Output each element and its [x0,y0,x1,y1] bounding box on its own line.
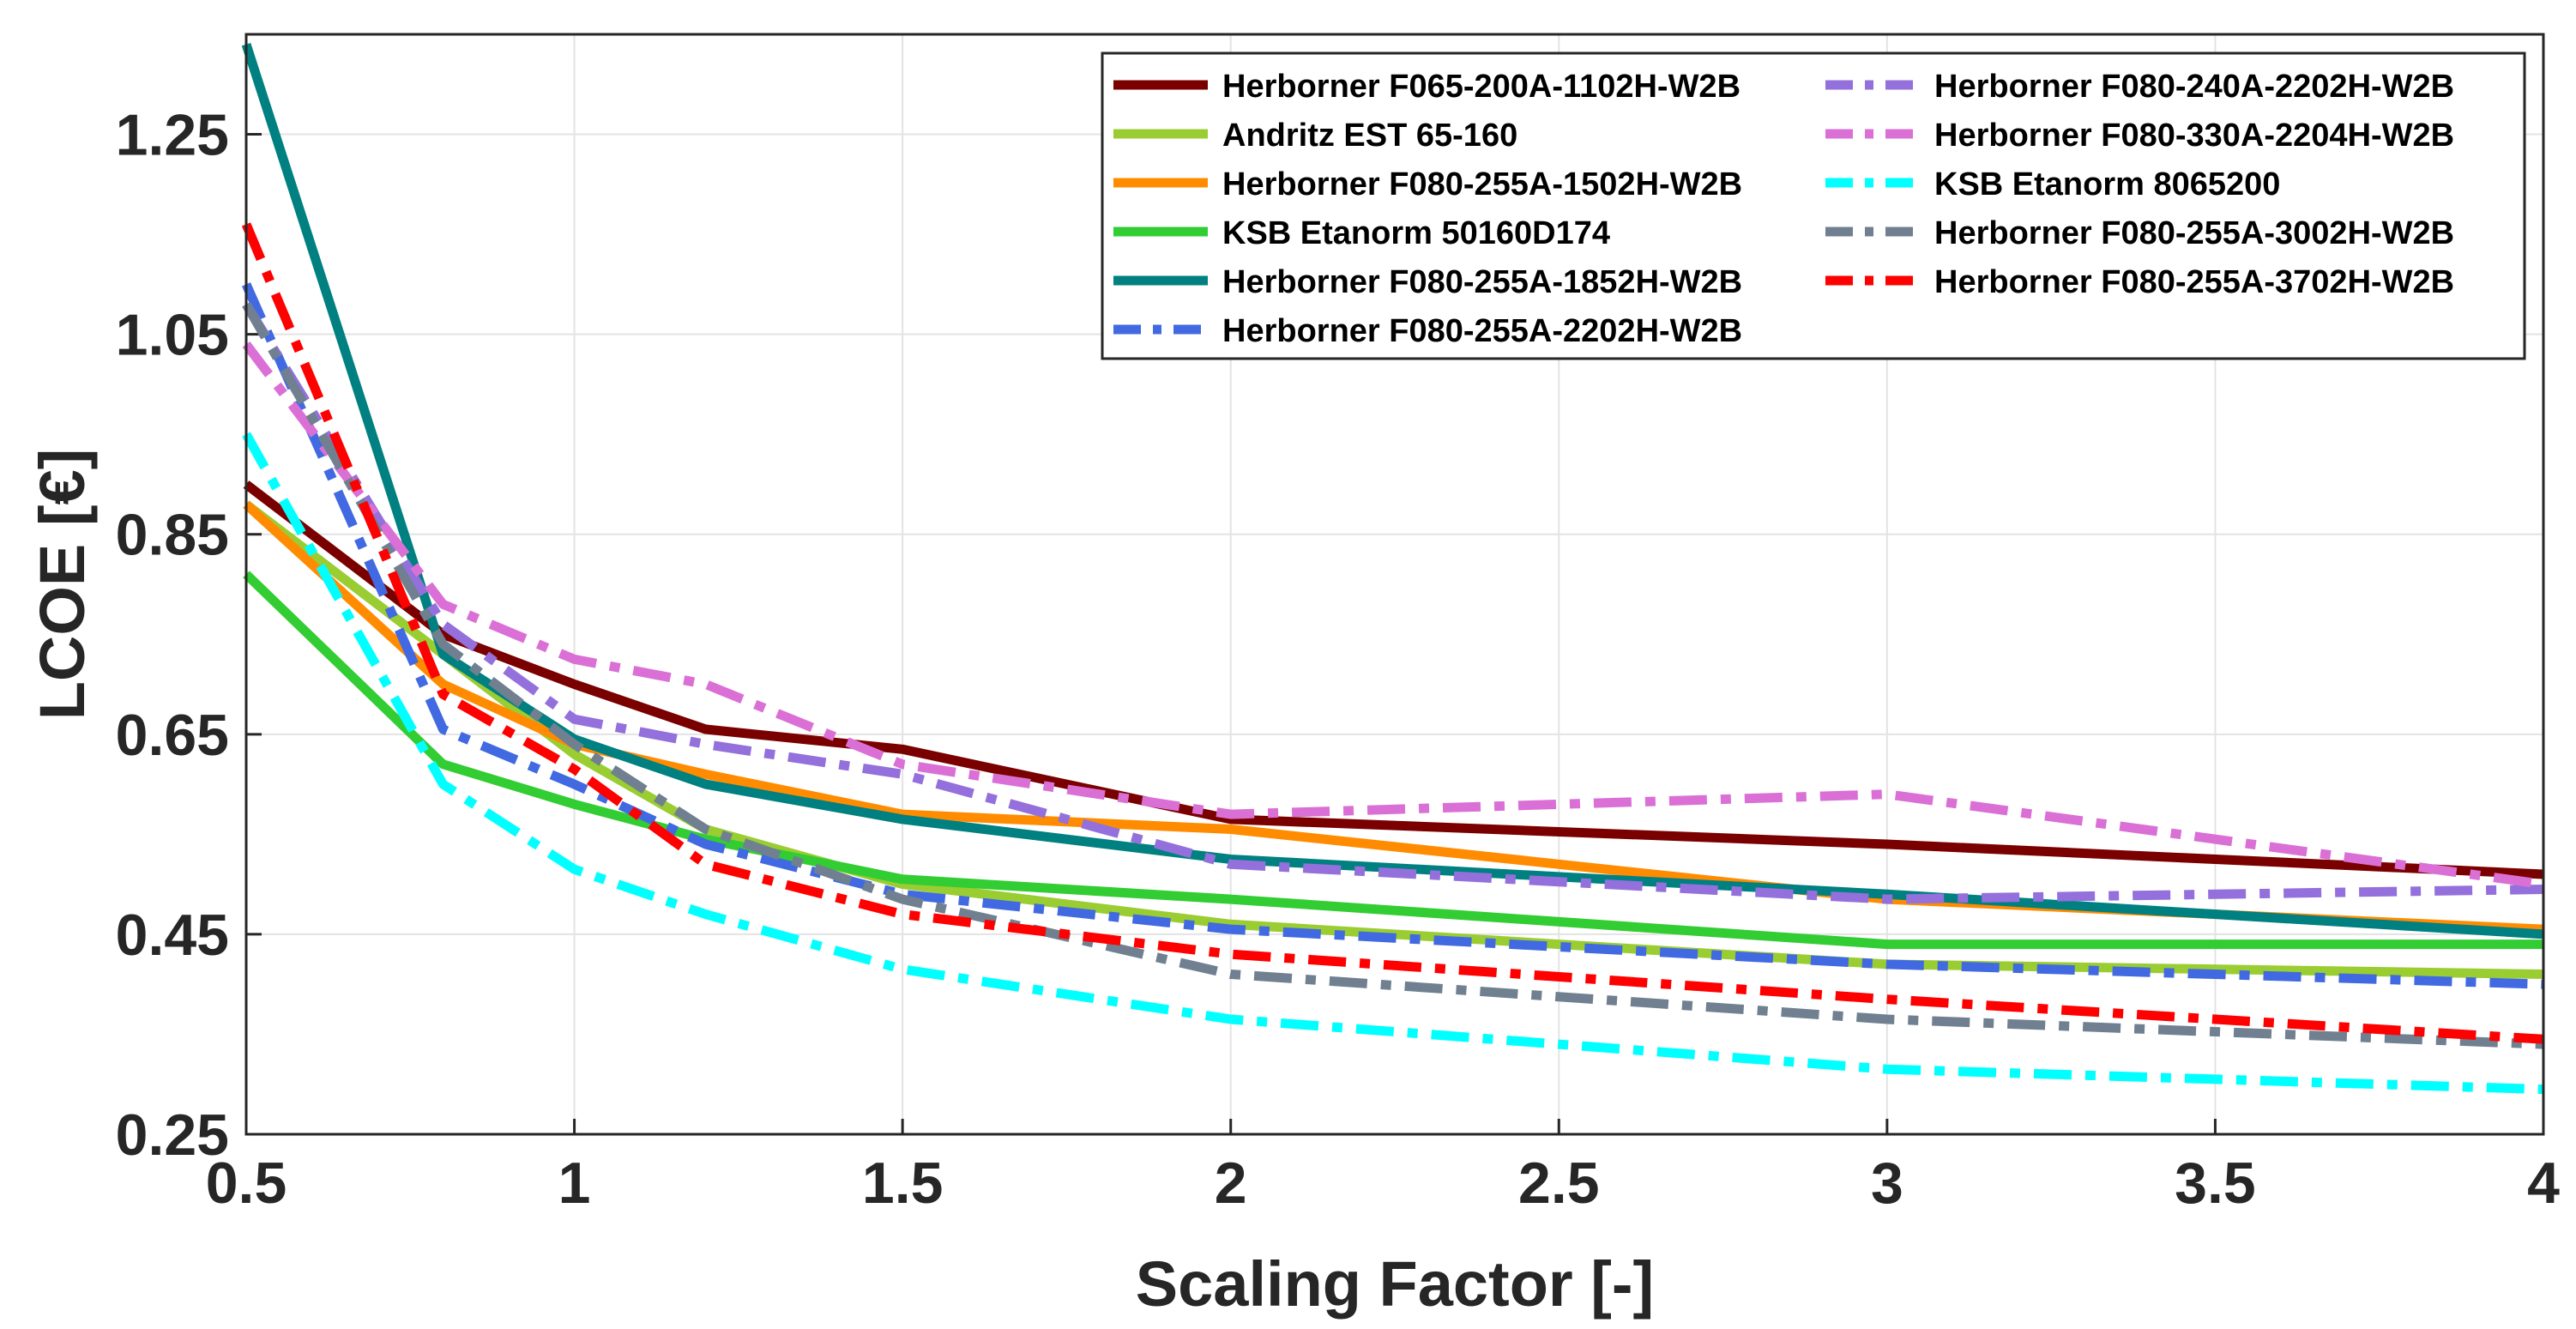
y-tick-labels: 0.25 0.45 0.65 0.85 1.05 1.25 [116,103,229,1168]
series-line-11 [241,222,2544,1044]
y-axis-title: LCOE [€] [27,449,98,721]
legend-items: Herborner F065-200A-1102H-W2B Andritz EST… [1113,69,2454,349]
x-tick-label: 1 [558,1151,591,1216]
plot-lines [241,43,2544,1095]
plot-frame [244,33,2545,1136]
legend-label: Andritz EST 65-160 [1222,118,1517,154]
x-tick-label: 2.5 [1518,1151,1600,1216]
y-tick-label: 0.85 [116,503,229,568]
x-axis-title: Scaling Factor [-] [1136,1248,1654,1320]
legend-label: Herborner F065-200A-1102H-W2B [1222,69,1740,105]
legend-label: Herborner F080-330A-2204H-W2B [1934,118,2454,154]
series-line-6 [241,282,2544,989]
legend-label: Herborner F080-255A-1502H-W2B [1222,166,1742,202]
y-tick-label: 0.25 [116,1102,229,1168]
x-tick-label: 4 [2527,1151,2560,1216]
legend-label: Herborner F080-255A-2202H-W2B [1222,313,1742,349]
y-tick-label: 1.05 [116,303,229,368]
x-tick-label: 1.5 [862,1151,944,1216]
series-line-4 [243,571,2543,950]
series-line-7 [242,301,2544,904]
x-tick-label: 3.5 [2175,1151,2256,1216]
x-tick-labels: 0.5 1 1.5 2 2.5 3 3.5 4 [206,1151,2560,1216]
x-tick-label: 3 [1871,1151,1903,1216]
y-tick-label: 0.45 [116,903,229,968]
legend-label: Herborner F080-255A-3002H-W2B [1934,215,2454,251]
legend-label: Herborner F080-240A-2202H-W2B [1934,69,2454,105]
series-line-8 [242,341,2544,890]
legend: Herborner F065-200A-1102H-W2B Andritz EST… [1101,51,2526,360]
x-tick-label: 0.5 [206,1151,287,1216]
series-line-5 [241,43,2544,939]
legend-label: KSB Etanorm 50160D174 [1222,215,1610,251]
legend-label: Herborner F080-255A-1852H-W2B [1222,264,1742,300]
legend-label: Herborner F080-255A-3702H-W2B [1934,264,2454,300]
y-tick-label: 1.25 [116,103,229,168]
x-tick-label: 2 [1215,1151,1247,1216]
legend-label: KSB Etanorm 8065200 [1934,166,2280,202]
legend-box [1101,51,2526,360]
y-tick-label: 0.65 [116,703,229,768]
